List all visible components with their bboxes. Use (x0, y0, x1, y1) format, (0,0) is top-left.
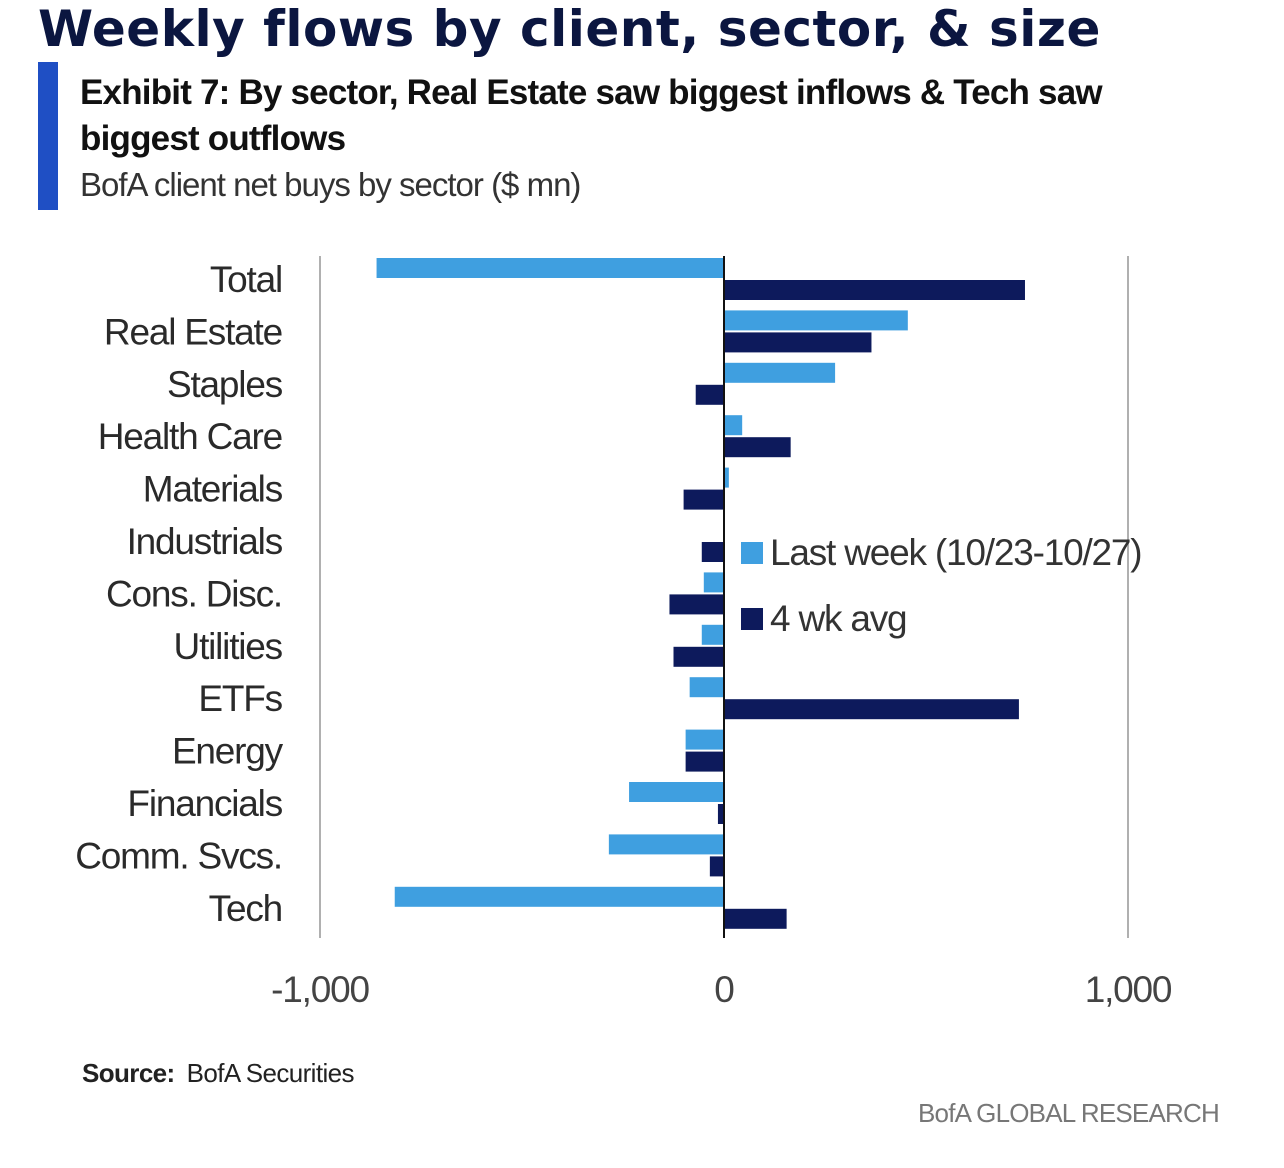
source-note: Source: BofA Securities (82, 1058, 355, 1089)
legend: Last week (10/23-10/27) 4 wk avg (741, 532, 1143, 639)
accent-bar (38, 62, 58, 210)
bar-four-wk-avg-1 (724, 332, 872, 353)
category-label-4: Materials (143, 469, 283, 510)
gridlines (319, 256, 1129, 938)
bar-four-wk-avg-11 (709, 856, 724, 877)
legend-label-1: 4 wk avg (770, 598, 906, 639)
bar-last-week-6 (703, 572, 724, 593)
bar-four-wk-avg-2 (695, 384, 724, 405)
category-label-11: Comm. Svcs. (75, 835, 282, 876)
bar-four-wk-avg-9 (685, 751, 724, 772)
category-label-5: Industrials (127, 521, 283, 562)
bar-four-wk-avg-3 (724, 437, 791, 458)
brand-footer: BofA GLOBAL RESEARCH (918, 1098, 1220, 1128)
legend-swatch-1 (741, 608, 763, 630)
category-label-0: Total (210, 259, 282, 300)
bar-last-week-9 (685, 729, 724, 750)
bar-last-week-12 (394, 886, 724, 907)
bar-last-week-3 (724, 415, 743, 436)
bar-four-wk-avg-0 (724, 280, 1025, 300)
bar-last-week-7 (701, 624, 724, 645)
bar-last-week-2 (724, 362, 836, 383)
bar-last-week-1 (724, 310, 908, 331)
bar-four-wk-avg-4 (683, 489, 724, 510)
category-label-3: Health Care (98, 416, 282, 457)
bar-last-week-11 (608, 834, 724, 855)
bar-four-wk-avg-5 (701, 542, 724, 562)
bar-last-week-0 (376, 258, 724, 278)
x-tick-label-2: 1,000 (1085, 969, 1172, 1010)
tick-labels: -1,000 0 1,000 (271, 969, 1173, 1010)
bar-four-wk-avg-10 (717, 804, 724, 824)
bar-last-week-8 (689, 677, 724, 698)
legend-label-0: Last week (10/23-10/27) (770, 532, 1141, 573)
bar-four-wk-avg-8 (724, 699, 1019, 720)
source-label: Source: (82, 1058, 175, 1088)
page-title: Weekly flows by client, sector, & size (38, 0, 1101, 58)
bar-last-week-10 (629, 782, 724, 802)
category-label-1: Real Estate (104, 311, 282, 352)
bar-last-week-4 (724, 467, 729, 488)
bars (376, 258, 1025, 929)
bar-four-wk-avg-7 (673, 646, 724, 667)
category-label-12: Tech (209, 888, 282, 929)
exhibit-subtitle: BofA client net buys by sector ($ mn) (80, 166, 581, 203)
x-tick-label-1: 0 (714, 969, 734, 1010)
source-value: BofA Securities (186, 1058, 355, 1088)
exhibit-title: Exhibit 7: By sector, Real Estate saw bi… (80, 73, 1103, 158)
category-label-6: Cons. Disc. (106, 573, 282, 614)
bar-four-wk-avg-6 (669, 594, 724, 615)
category-label-8: ETFs (198, 678, 282, 719)
legend-swatch-0 (741, 542, 763, 564)
category-label-7: Utilities (174, 626, 283, 667)
category-label-9: Energy (172, 731, 284, 772)
category-label-2: Staples (167, 364, 283, 405)
x-tick-label-0: -1,000 (271, 969, 369, 1010)
category-labels: Total Real Estate Staples Health Care Materi… (75, 259, 285, 929)
sector-flows-chart: Total Real Estate Staples Health Care Materi… (75, 256, 1173, 1010)
bar-four-wk-avg-12 (724, 908, 787, 929)
category-label-10: Financials (127, 783, 282, 824)
